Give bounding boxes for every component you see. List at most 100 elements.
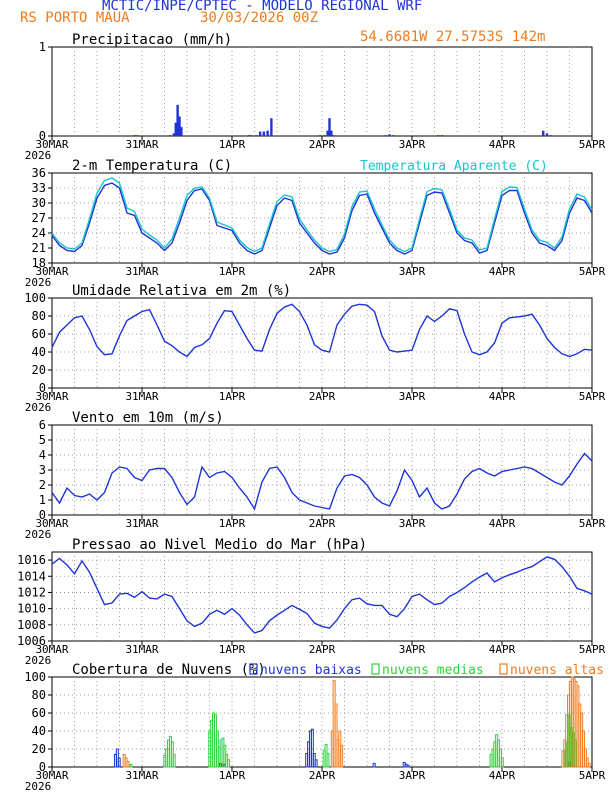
x-tick-label: 4APR	[489, 265, 516, 278]
x-tick-label: 31MAR	[125, 265, 158, 278]
x-year-label: 2026	[25, 528, 52, 541]
y-tick-label: 100	[24, 670, 46, 684]
y-tick-label: 1	[39, 40, 46, 54]
panel-title: Pressao ao Nivel Medio do Mar (hPa)	[72, 537, 367, 553]
precip-bar	[270, 118, 273, 136]
x-year-label: 2026	[25, 276, 52, 289]
legend-swatch	[249, 663, 258, 675]
x-year-label: 2026	[25, 654, 52, 667]
panel-title: 2-m Temperatura (C)	[72, 158, 232, 174]
y-tick-label: 30	[32, 196, 46, 210]
x-tick-label: 5APR	[579, 643, 606, 656]
y-tick-label: 0	[39, 129, 46, 143]
precip-bar	[437, 135, 440, 136]
precip-bar	[384, 135, 387, 136]
cloud-bar	[126, 761, 130, 768]
x-tick-label: 3APR	[399, 517, 426, 530]
x-tick-label: 31MAR	[125, 769, 158, 782]
panel-umidade: 0 20 40 60 80 100 30MAR 31MAR 1APR 2APR 3APR 4APR 5A…	[24, 283, 605, 414]
x-tick-label: 1APR	[219, 138, 246, 151]
precip-bar	[258, 131, 262, 136]
x-tick-label: 31MAR	[125, 517, 158, 530]
y-tick-label: 18	[32, 256, 46, 270]
series-line	[51, 303, 593, 358]
y-tick-label: 40	[32, 345, 46, 359]
cloud-bar	[585, 757, 589, 768]
legend-swatch	[499, 663, 508, 675]
x-tick-label: 4APR	[489, 517, 516, 530]
x-tick-label: 30MAR	[35, 643, 68, 656]
y-tick-label: 1014	[17, 569, 46, 583]
precip-bar	[328, 118, 331, 136]
x-tick-label: 1APR	[219, 265, 246, 278]
x-tick-label: 2APR	[309, 769, 336, 782]
y-tick-label: 3	[39, 463, 46, 477]
y-tick-label: 60	[32, 706, 46, 720]
x-tick-label: 30MAR	[35, 390, 68, 403]
series-line	[51, 182, 593, 255]
x-tick-label: 3APR	[399, 769, 426, 782]
station-coordinates: 54.6681W 27.5753S 142m	[360, 29, 546, 45]
x-year-label: 2026	[25, 780, 52, 792]
panel-precipitacao: 0 1 30MAR 31MAR 1APR 2APR 3APR 4APR 5APR 2026 Prec…	[25, 32, 606, 162]
precip-bar	[388, 134, 391, 136]
cloud-bar	[334, 703, 338, 768]
y-tick-label: 60	[32, 327, 46, 341]
x-tick-label: 30MAR	[35, 769, 68, 782]
precip-bar	[247, 135, 251, 136]
cloud-bar	[310, 728, 314, 768]
precip-bar	[172, 133, 176, 136]
cloud-bar	[500, 757, 504, 768]
x-year-label: 2026	[25, 401, 52, 414]
precip-bar	[249, 135, 252, 136]
cloud-bar	[172, 753, 176, 768]
precip-bar	[549, 135, 552, 136]
legend-label: Temperatura Aparente (C)	[360, 159, 548, 174]
y-tick-label: 1008	[17, 618, 46, 632]
x-tick-label: 2APR	[309, 643, 336, 656]
precip-bar	[322, 135, 326, 136]
x-tick-label: 5APR	[579, 390, 606, 403]
y-tick-label: 20	[32, 742, 46, 756]
y-tick-label: 33	[32, 181, 46, 195]
y-tick-label: 20	[32, 363, 46, 377]
precip-bar	[440, 135, 444, 136]
x-tick-label: 5APR	[579, 769, 606, 782]
cloud-bar	[372, 762, 376, 768]
x-tick-label: 2APR	[309, 517, 336, 530]
x-tick-label: 5APR	[579, 265, 606, 278]
x-tick-label: 3APR	[399, 643, 426, 656]
precip-bar	[180, 127, 183, 136]
y-tick-label: 80	[32, 688, 46, 702]
precip-bar	[168, 135, 172, 136]
x-tick-label: 5APR	[579, 517, 606, 530]
precip-bar	[326, 130, 329, 136]
x-year-label: 2026	[25, 149, 52, 162]
forecast-date: 30/03/2026 00Z	[200, 10, 319, 26]
cloud-bar	[587, 762, 591, 768]
x-tick-label: 2APR	[309, 265, 336, 278]
cloud-bar	[340, 744, 344, 768]
y-tick-label: 1016	[17, 553, 46, 567]
precip-bar	[255, 135, 258, 136]
series-line	[51, 556, 593, 634]
y-tick-label: 0	[39, 381, 46, 395]
x-tick-label: 31MAR	[125, 390, 158, 403]
panel-title: Precipitacao (mm/h)	[72, 32, 232, 48]
precip-bar	[318, 135, 322, 136]
precip-bar	[330, 130, 333, 136]
legend-label: nuvens altas	[510, 663, 604, 678]
x-tick-label: 2APR	[309, 138, 336, 151]
precip-bar	[542, 130, 545, 136]
y-tick-label: 6	[39, 418, 46, 432]
legend-label: nuvens baixas	[260, 663, 362, 678]
y-tick-label: 0	[39, 760, 46, 774]
panel-pressao: 1006 1008 1010 1012 1014 1016 30MAR 31MAR 1APR 2A…	[17, 537, 606, 667]
y-tick-label: 1010	[17, 602, 46, 616]
x-tick-label: 4APR	[489, 390, 516, 403]
cloud-bar	[326, 753, 330, 768]
x-tick-label: 31MAR	[125, 138, 158, 151]
legend-label: nuvens medias	[382, 663, 484, 678]
x-tick-label: 4APR	[489, 769, 516, 782]
